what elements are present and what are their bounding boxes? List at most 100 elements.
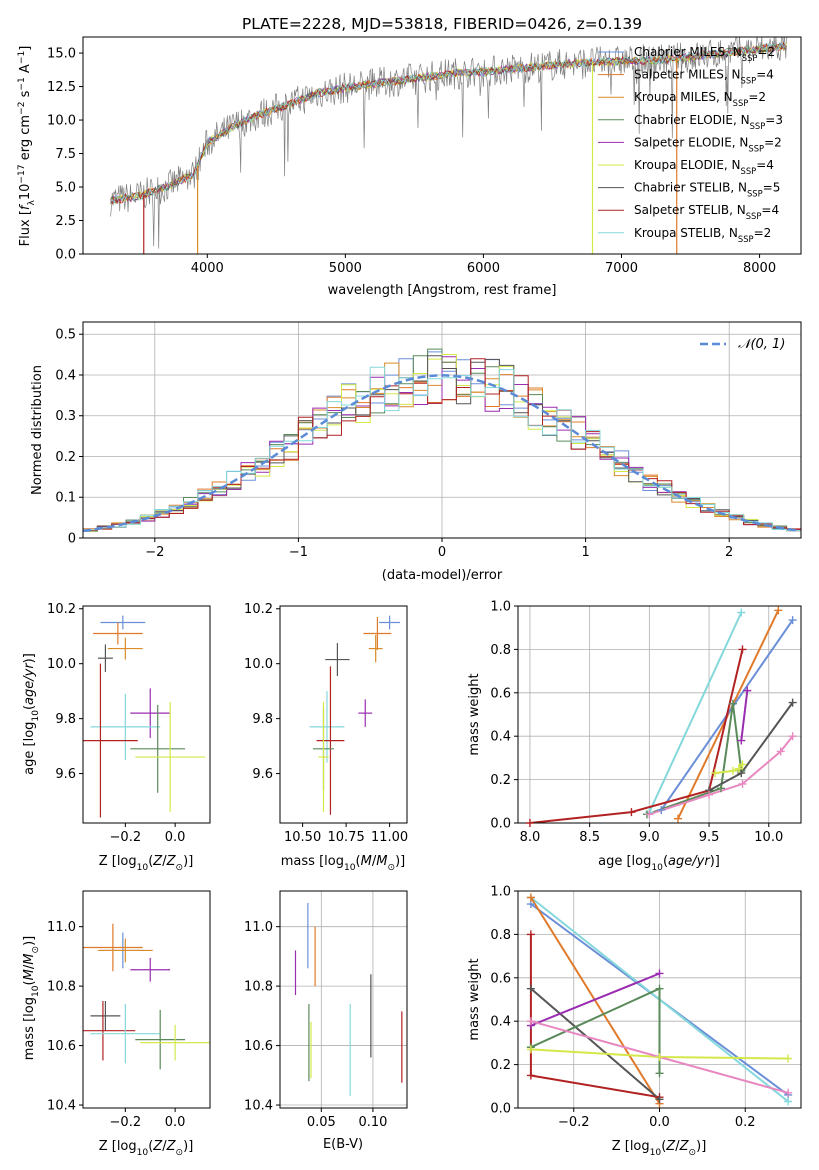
plus-marker (674, 814, 683, 823)
plus-marker (728, 766, 737, 775)
plus-marker (655, 1053, 664, 1062)
plus-marker (655, 1069, 664, 1078)
x-tick-label: 0.10 (358, 1115, 387, 1130)
plot-area (294, 902, 403, 1097)
plus-marker (774, 606, 783, 615)
y-tick-label: 0 (68, 532, 76, 547)
mass-weight-vs-age-panel: 8.0 8.5 9.0 9.5 10.0 0.0 0.2 0.4 0.6 0.8 1.0 mass w… (467, 600, 802, 873)
spectrum-panel: 4000 5000 6000 7000 8000 0.0 2.5 5.0 7.5 10.0 12.5… (17, 36, 802, 298)
x-tick-label: 8.0 (520, 830, 541, 845)
plus-marker (776, 747, 785, 756)
y-tick-label: 0.1 (55, 491, 76, 506)
mass-weight-line (530, 896, 661, 1105)
y-tick-label: 0.0 (490, 1102, 511, 1117)
plot-area (83, 348, 801, 533)
x-axis-label: Z [log10(Z/Z⊙)] (99, 1139, 194, 1158)
histogram-kroupa-stelib (83, 366, 801, 531)
y-tick-label: 0.2 (490, 1058, 511, 1073)
mass-weight-line (529, 649, 744, 823)
axes-frame (82, 605, 211, 824)
x-tick-label: 0.05 (307, 1115, 336, 1130)
y-tick-label: 0.2 (490, 773, 511, 788)
y-tick-label: 10.4 (244, 1099, 273, 1114)
mass-weight-line (714, 763, 744, 775)
x-tick-label: 9.0 (639, 830, 660, 845)
y-tick-label: 5.0 (55, 181, 76, 196)
histogram-salpeter-stelib (83, 358, 801, 531)
plus-marker (711, 769, 720, 778)
plus-marker (655, 969, 664, 978)
y-tick-label: 11.0 (244, 920, 273, 935)
legend-label: 𝒩(0, 1) (738, 337, 785, 352)
y-tick-label: 7.5 (55, 147, 76, 162)
y-tick-label: 0.6 (490, 971, 511, 986)
y-tick-label: 0.4 (490, 730, 511, 745)
y-tick-label: 0.8 (490, 928, 511, 943)
normal-curve (83, 374, 799, 533)
figure-title: PLATE=2228, MJD=53818, FIBERID=0426, z=0… (242, 15, 642, 33)
plot-area (110, 37, 787, 254)
x-tick-label: −0.2 (110, 1115, 142, 1130)
plus-marker (728, 699, 737, 708)
y-tick-label: 0.4 (490, 1015, 511, 1030)
x-tick-label: 0.0 (165, 1115, 186, 1130)
plus-marker (788, 732, 797, 741)
plus-marker (743, 686, 752, 695)
plus-marker (526, 930, 535, 939)
age-vs-mass-panel: 10.50 10.75 11.00 9.6 9.8 10.0 10.2 mass [log10… (244, 602, 408, 873)
x-axis-label: E(B-V) (323, 1137, 363, 1152)
plus-marker (526, 1045, 535, 1054)
legend-label: Salpeter ELODIE, NSSP=2 (634, 135, 782, 153)
mass-vs-ebv-panel: 0.05 0.10 10.4 10.6 10.8 11.0 E(B-V) (244, 890, 408, 1152)
y-axis-label: Flux [fλ10−17 erg cm−2 s−1 A−1] (17, 46, 37, 247)
y-tick-label: 11.0 (47, 920, 76, 935)
y-tick-label: 0.2 (55, 450, 76, 465)
axes-frame (279, 890, 408, 1109)
y-tick-label: 10.2 (244, 602, 273, 617)
y-tick-label: 0.6 (490, 686, 511, 701)
x-tick-label: 0 (438, 545, 446, 560)
plus-marker (788, 616, 797, 625)
axes-frame (279, 605, 408, 824)
model-spectrum-kroupa-elodie (110, 42, 787, 202)
y-axis-label: Normed distribution (30, 365, 45, 495)
x-tick-label: 8000 (743, 261, 776, 276)
x-tick-label: −0.2 (110, 830, 142, 845)
y-axis-label: age [log10(age/yr)] (22, 653, 41, 775)
y-tick-label: 0.8 (490, 643, 511, 658)
legend-label: Kroupa ELODIE, NSSP=4 (634, 158, 774, 176)
plus-marker (716, 784, 725, 793)
legend-label: Chabrier MILES, NSSP=2 (634, 45, 775, 63)
plus-marker (737, 769, 746, 778)
plus-marker (526, 893, 535, 902)
mass-weight-line (740, 690, 749, 741)
legend-label: Chabrier ELODIE, NSSP=3 (634, 113, 783, 131)
y-axis-label: mass weight (467, 673, 482, 755)
plus-marker (645, 810, 654, 819)
plot-area (529, 609, 794, 823)
y-tick-label: 10.8 (244, 980, 273, 995)
plot-area (309, 615, 401, 815)
plus-marker (738, 779, 747, 788)
y-tick-label: 10.4 (47, 1099, 76, 1114)
x-axis-label: mass [log10(M/M⊙)] (281, 854, 405, 873)
plus-marker (655, 984, 664, 993)
y-tick-label: 9.8 (252, 712, 273, 727)
y-tick-label: 10.6 (244, 1039, 273, 1054)
x-tick-label: 0.2 (735, 1115, 756, 1130)
y-tick-label: 10.8 (47, 980, 76, 995)
legend-label: Kroupa MILES, NSSP=2 (634, 90, 766, 108)
model-spectrum-kroupa-stelib (110, 42, 787, 203)
y-axis-label: mass weight (467, 958, 482, 1040)
plus-marker (784, 1088, 793, 1097)
y-tick-label: 10.6 (47, 1039, 76, 1054)
x-tick-label: 1 (581, 545, 589, 560)
mass-weight-line (530, 972, 660, 1027)
x-tick-label: 6000 (467, 261, 500, 276)
y-tick-label: 10.0 (47, 657, 76, 672)
mass-vs-metallicity-panel: −0.2 0.0 10.4 10.6 10.8 11.0 Z [log10(Z/Z⊙)] ma… (22, 890, 211, 1158)
plot-area (83, 923, 210, 1070)
legend-label: Salpeter MILES, NSSP=4 (634, 68, 774, 86)
plus-marker (526, 1017, 535, 1026)
